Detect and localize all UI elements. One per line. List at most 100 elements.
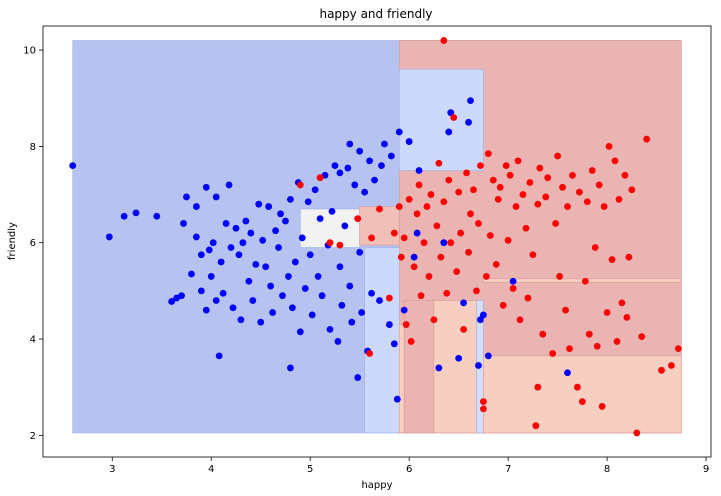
decision-region bbox=[359, 206, 400, 246]
point-class-1 bbox=[484, 150, 492, 158]
point-class-1 bbox=[556, 273, 563, 280]
point-class-0 bbox=[326, 325, 334, 333]
point-class-1 bbox=[544, 174, 552, 182]
point-class-1 bbox=[585, 330, 593, 338]
point-class-0 bbox=[291, 258, 299, 266]
point-class-1 bbox=[443, 289, 451, 297]
point-class-1 bbox=[618, 299, 626, 307]
point-class-0 bbox=[132, 209, 140, 217]
point-class-0 bbox=[188, 270, 195, 278]
x-tick-label: 6 bbox=[406, 464, 412, 475]
point-class-0 bbox=[183, 193, 190, 201]
point-class-0 bbox=[311, 186, 319, 194]
x-tick-label: 7 bbox=[505, 464, 511, 475]
point-class-0 bbox=[252, 260, 260, 268]
point-class-1 bbox=[479, 398, 487, 406]
y-tick-label: 8 bbox=[30, 142, 36, 153]
point-class-1 bbox=[588, 167, 596, 174]
point-class-0 bbox=[69, 162, 77, 170]
point-class-1 bbox=[433, 222, 441, 230]
point-class-0 bbox=[259, 236, 267, 244]
point-class-1 bbox=[415, 181, 423, 189]
point-class-0 bbox=[387, 152, 395, 160]
point-class-0 bbox=[341, 222, 349, 230]
point-class-0 bbox=[390, 340, 398, 348]
point-class-1 bbox=[526, 179, 534, 186]
point-class-1 bbox=[440, 37, 448, 44]
x-tick-label: 4 bbox=[208, 464, 214, 475]
point-class-1 bbox=[427, 191, 435, 198]
point-class-1 bbox=[430, 316, 438, 324]
point-class-1 bbox=[435, 159, 443, 167]
y-tick-label: 2 bbox=[30, 431, 36, 442]
point-class-1 bbox=[465, 248, 472, 256]
point-class-0 bbox=[308, 311, 316, 319]
point-class-1 bbox=[591, 244, 599, 251]
point-class-0 bbox=[336, 263, 344, 271]
point-class-0 bbox=[212, 297, 220, 304]
point-class-1 bbox=[467, 210, 474, 218]
point-class-1 bbox=[534, 200, 542, 208]
point-class-0 bbox=[385, 321, 393, 328]
point-class-1 bbox=[502, 162, 510, 170]
x-tick-label: 8 bbox=[604, 464, 610, 475]
point-class-0 bbox=[445, 128, 453, 136]
point-class-1 bbox=[455, 188, 463, 196]
decision-region bbox=[483, 355, 682, 434]
point-class-0 bbox=[207, 273, 215, 280]
point-class-0 bbox=[232, 224, 240, 232]
point-class-1 bbox=[397, 253, 405, 261]
point-class-0 bbox=[465, 118, 472, 126]
point-class-0 bbox=[168, 298, 176, 305]
point-class-1 bbox=[400, 234, 408, 242]
point-class-0 bbox=[318, 292, 326, 300]
point-class-0 bbox=[296, 328, 304, 336]
point-class-0 bbox=[202, 183, 210, 191]
point-class-1 bbox=[578, 398, 586, 406]
point-class-0 bbox=[219, 289, 227, 297]
point-class-0 bbox=[239, 239, 247, 247]
point-class-1 bbox=[554, 152, 562, 160]
point-class-1 bbox=[638, 333, 646, 341]
point-class-1 bbox=[623, 313, 631, 321]
point-class-1 bbox=[453, 268, 461, 275]
point-class-0 bbox=[306, 251, 314, 259]
point-class-1 bbox=[457, 229, 465, 237]
point-class-1 bbox=[581, 277, 589, 285]
point-class-0 bbox=[351, 181, 359, 189]
point-class-0 bbox=[225, 181, 233, 189]
x-tick-label: 5 bbox=[307, 464, 313, 475]
point-class-1 bbox=[559, 183, 566, 191]
point-class-0 bbox=[484, 352, 492, 360]
y-axis-label: friendly bbox=[7, 222, 18, 260]
point-class-1 bbox=[410, 263, 418, 271]
point-class-0 bbox=[298, 234, 306, 242]
point-class-1 bbox=[354, 215, 362, 223]
point-class-0 bbox=[413, 229, 421, 237]
point-class-1 bbox=[496, 183, 504, 191]
point-class-1 bbox=[643, 135, 651, 143]
point-class-1 bbox=[552, 220, 560, 227]
point-class-0 bbox=[192, 233, 200, 241]
point-class-1 bbox=[514, 157, 522, 165]
point-class-0 bbox=[336, 169, 344, 177]
point-class-1 bbox=[450, 114, 458, 121]
point-class-0 bbox=[202, 306, 210, 314]
point-class-1 bbox=[564, 203, 571, 210]
point-class-0 bbox=[255, 200, 263, 208]
point-class-1 bbox=[605, 142, 613, 150]
point-class-0 bbox=[393, 395, 401, 403]
point-class-1 bbox=[512, 203, 520, 210]
point-class-0 bbox=[277, 210, 284, 218]
point-class-1 bbox=[633, 429, 641, 437]
point-class-1 bbox=[536, 164, 544, 172]
point-class-0 bbox=[105, 233, 113, 241]
point-class-0 bbox=[245, 277, 253, 285]
point-class-0 bbox=[217, 258, 225, 266]
point-class-1 bbox=[575, 188, 583, 196]
point-class-0 bbox=[275, 244, 282, 251]
point-class-0 bbox=[222, 220, 230, 227]
point-class-1 bbox=[628, 186, 636, 194]
point-class-1 bbox=[615, 195, 623, 203]
